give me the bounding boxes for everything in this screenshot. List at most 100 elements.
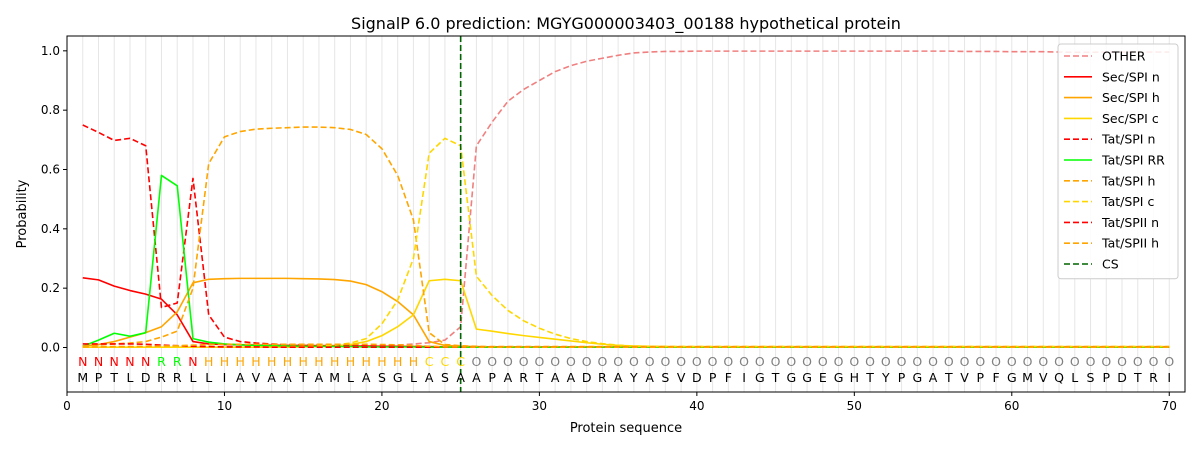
region-label: O [676, 354, 686, 369]
residue-label: G [393, 370, 403, 385]
residue-label: V [677, 370, 686, 385]
x-tick-label: 0 [63, 399, 71, 413]
residue-label: M [77, 370, 88, 385]
legend-label: Tat/SPI h [1101, 173, 1155, 188]
legend-label: Tat/SPII h [1101, 236, 1159, 251]
chart-title: SignalP 6.0 prediction: MGYG000003403_00… [351, 14, 901, 34]
series-line-tat-spi-n [82, 124, 1170, 349]
region-label: O [1038, 354, 1048, 369]
residue-label: G [802, 370, 812, 385]
region-label: O [975, 354, 985, 369]
residue-label: L [1071, 370, 1078, 385]
legend-label: Tat/SPI n [1101, 132, 1155, 147]
region-label: O [708, 354, 718, 369]
region-label: C [441, 354, 450, 369]
legend-label: Sec/SPI n [1102, 69, 1160, 84]
region-label: N [141, 354, 150, 369]
y-tick-label: 0.0 [41, 341, 60, 355]
region-label: O [660, 354, 670, 369]
series-line-sec-spi-h [82, 277, 1170, 348]
axis-layer: 0 10 20 30 40 50 60 70 0.0 0.2 0.4 0.6 0.8 1.0 [41, 44, 1177, 413]
region-label: O [897, 354, 907, 369]
residue-label: T [865, 370, 874, 385]
residue-label: L [127, 370, 134, 385]
residue-label: V [960, 370, 969, 385]
region-label: O [503, 354, 513, 369]
region-label: O [739, 354, 749, 369]
y-tick-label: 0.2 [41, 281, 60, 295]
region-label: O [629, 354, 639, 369]
region-label: N [78, 354, 87, 369]
x-tick-label: 50 [847, 399, 862, 413]
region-label: O [550, 354, 560, 369]
plot-frame [66, 35, 1186, 393]
region-label: O [818, 354, 828, 369]
region-label: O [1070, 354, 1080, 369]
residue-label: S [441, 370, 449, 385]
legend-label: CS [1102, 257, 1119, 272]
region-label: O [944, 354, 954, 369]
residue-label: M [1022, 370, 1033, 385]
legend-label: Sec/SPI h [1102, 90, 1160, 105]
legend-label: Tat/SPII n [1101, 215, 1159, 230]
residue-label: A [362, 370, 371, 385]
x-tick-label: 30 [532, 399, 547, 413]
residue-label: P [1102, 370, 1110, 385]
residue-label: L [205, 370, 212, 385]
residue-label: T [944, 370, 953, 385]
series-line-tat-spi-c [82, 137, 1170, 349]
legend: OTHER Sec/SPI n Sec/SPI h Sec/SPI c Tat/SPI … [1057, 43, 1179, 280]
residue-label: A [504, 370, 513, 385]
residue-label: P [488, 370, 496, 385]
y-axis-label: Probability [15, 179, 30, 248]
region-label: O [692, 354, 702, 369]
residue-label: I [742, 370, 746, 385]
residue-label: G [912, 370, 922, 385]
region-label: O [991, 354, 1001, 369]
series-line-other [82, 50, 1170, 348]
region-label: O [723, 354, 733, 369]
residue-label: G [786, 370, 796, 385]
region-label: R [173, 354, 182, 369]
residue-label: S [1087, 370, 1095, 385]
residue-label: A [645, 370, 654, 385]
region-label: O [613, 354, 623, 369]
series-line-sec-spi-c [82, 278, 1170, 349]
residue-label: P [977, 370, 985, 385]
residue-label: G [834, 370, 844, 385]
residue-label: A [472, 370, 481, 385]
region-label: H [393, 354, 402, 369]
legend-box [1057, 43, 1179, 280]
series-line-tat-spi-h [82, 126, 1170, 348]
legend-label: OTHER [1102, 49, 1146, 64]
residue-label: R [173, 370, 182, 385]
residue-label: P [898, 370, 906, 385]
residue-label: E [819, 370, 827, 385]
region-label: O [802, 354, 812, 369]
region-label: H [330, 354, 339, 369]
x-axis-label: Protein sequence [570, 421, 682, 436]
residue-label: A [283, 370, 292, 385]
region-label: O [519, 354, 529, 369]
x-tick-label: 60 [1004, 399, 1019, 413]
region-label: O [1101, 354, 1111, 369]
y-tick-label: 0.8 [41, 103, 60, 117]
region-label: O [471, 354, 481, 369]
y-tick-label: 0.6 [41, 163, 60, 177]
region-label: O [1007, 354, 1017, 369]
region-label: O [1054, 354, 1064, 369]
series-line-tat-spi-rr [82, 174, 1170, 349]
region-label: H [298, 354, 307, 369]
residue-label: A [567, 370, 576, 385]
region-label: O [849, 354, 859, 369]
region-label: C [456, 354, 465, 369]
region-label: H [346, 354, 355, 369]
residue-label: P [709, 370, 717, 385]
region-label: H [314, 354, 323, 369]
residue-label: V [252, 370, 261, 385]
residue-label: S [378, 370, 386, 385]
residue-label: R [1149, 370, 1158, 385]
region-label: O [597, 354, 607, 369]
legend-label: Sec/SPI c [1102, 111, 1159, 126]
y-tick-label: 1.0 [41, 44, 60, 58]
